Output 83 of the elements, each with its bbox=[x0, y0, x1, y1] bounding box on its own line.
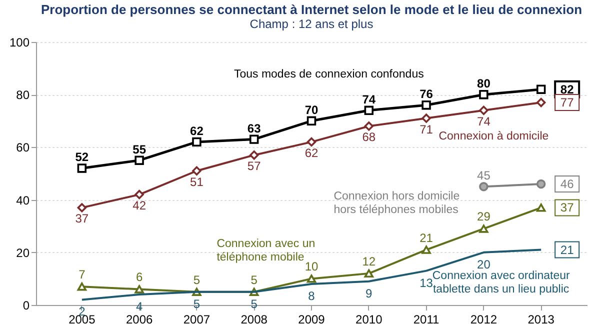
data-label: 63 bbox=[247, 121, 262, 136]
data-label: 42 bbox=[132, 198, 146, 213]
data-label: 20 bbox=[477, 257, 491, 272]
data-label: 6 bbox=[136, 270, 143, 284]
point bbox=[192, 137, 202, 147]
data-label: 12 bbox=[362, 254, 376, 268]
point bbox=[77, 164, 87, 173]
point bbox=[536, 179, 546, 189]
chart-title: Proportion de personnes se connectant à Internet selon le mode et le lieu de connexion bbox=[40, 2, 582, 17]
data-label: 4 bbox=[136, 299, 143, 314]
data-label: 74 bbox=[477, 114, 491, 128]
data-label: 68 bbox=[362, 130, 376, 144]
y-tick-label: 40 bbox=[16, 193, 30, 208]
y-tick-label: 20 bbox=[16, 246, 30, 260]
data-label: 21 bbox=[560, 242, 574, 257]
x-tick-label: 2007 bbox=[183, 312, 210, 326]
point bbox=[479, 106, 488, 115]
point bbox=[306, 274, 316, 283]
series-label: Tous modes de connexion confondus bbox=[234, 68, 424, 80]
data-label: 71 bbox=[420, 122, 434, 136]
data-label: 37 bbox=[75, 212, 89, 226]
data-label: 52 bbox=[75, 150, 89, 164]
point bbox=[249, 134, 259, 144]
y-tick-label: 60 bbox=[16, 140, 30, 155]
data-label: 82 bbox=[560, 82, 574, 96]
data-label: 9 bbox=[366, 286, 373, 300]
legend-label: Connexion avec ordinateur tablette dans un lieu public bbox=[432, 270, 570, 296]
data-label: 5 bbox=[193, 272, 200, 287]
data-label: 62 bbox=[190, 124, 204, 138]
x-tick-label: 2010 bbox=[356, 312, 383, 326]
point bbox=[422, 246, 431, 254]
point bbox=[536, 98, 546, 108]
point bbox=[364, 269, 374, 278]
point bbox=[306, 137, 316, 147]
data-label: 45 bbox=[477, 168, 491, 183]
chart-subtitle: Champ : 12 ans et plus bbox=[250, 17, 374, 31]
point bbox=[192, 166, 202, 176]
data-label: 5 bbox=[193, 296, 200, 311]
data-label: 70 bbox=[304, 102, 318, 117]
y-tick-label: 0 bbox=[22, 298, 30, 312]
data-label: 80 bbox=[477, 76, 491, 91]
series-label: Connexion hors domicile hors téléphones mobiles bbox=[334, 190, 460, 216]
data-label: 51 bbox=[190, 174, 204, 189]
data-label: 74 bbox=[362, 92, 376, 106]
data-label: 13 bbox=[420, 276, 434, 290]
data-label: 7 bbox=[78, 268, 86, 282]
x-tick-label: 2006 bbox=[126, 312, 153, 326]
y-tick-label: 100 bbox=[9, 36, 30, 50]
data-label: 5 bbox=[250, 296, 258, 311]
point bbox=[479, 90, 488, 100]
x-tick-label: 2009 bbox=[298, 312, 326, 326]
point bbox=[364, 106, 374, 115]
data-label: 62 bbox=[304, 146, 318, 160]
data-label: 46 bbox=[560, 177, 574, 192]
point bbox=[134, 285, 144, 294]
data-label: 57 bbox=[247, 159, 262, 174]
y-tick-label: 80 bbox=[16, 88, 30, 102]
point bbox=[77, 203, 87, 212]
data-label: 29 bbox=[477, 210, 491, 224]
data-label: 76 bbox=[420, 87, 434, 102]
data-label: 37 bbox=[560, 200, 574, 215]
x-tick-label: 2011 bbox=[413, 312, 440, 326]
series-label: Connexion à domicile bbox=[438, 130, 549, 142]
point bbox=[536, 84, 546, 94]
point bbox=[306, 116, 316, 126]
point bbox=[422, 114, 431, 123]
point bbox=[479, 224, 488, 233]
point bbox=[134, 190, 144, 200]
x-tick-label: 2013 bbox=[528, 312, 555, 326]
x-tick-label: 2008 bbox=[240, 312, 268, 326]
data-label: 5 bbox=[250, 272, 258, 287]
data-label: 8 bbox=[308, 288, 316, 303]
point bbox=[364, 122, 374, 131]
point bbox=[422, 100, 431, 110]
data-label: 55 bbox=[132, 142, 146, 156]
data-label: 77 bbox=[560, 95, 574, 110]
data-label: 21 bbox=[420, 230, 434, 245]
point bbox=[134, 156, 144, 165]
point bbox=[77, 282, 87, 291]
point bbox=[249, 150, 259, 160]
point bbox=[536, 204, 546, 212]
x-tick-label: 2012 bbox=[470, 312, 498, 326]
point bbox=[479, 182, 488, 192]
